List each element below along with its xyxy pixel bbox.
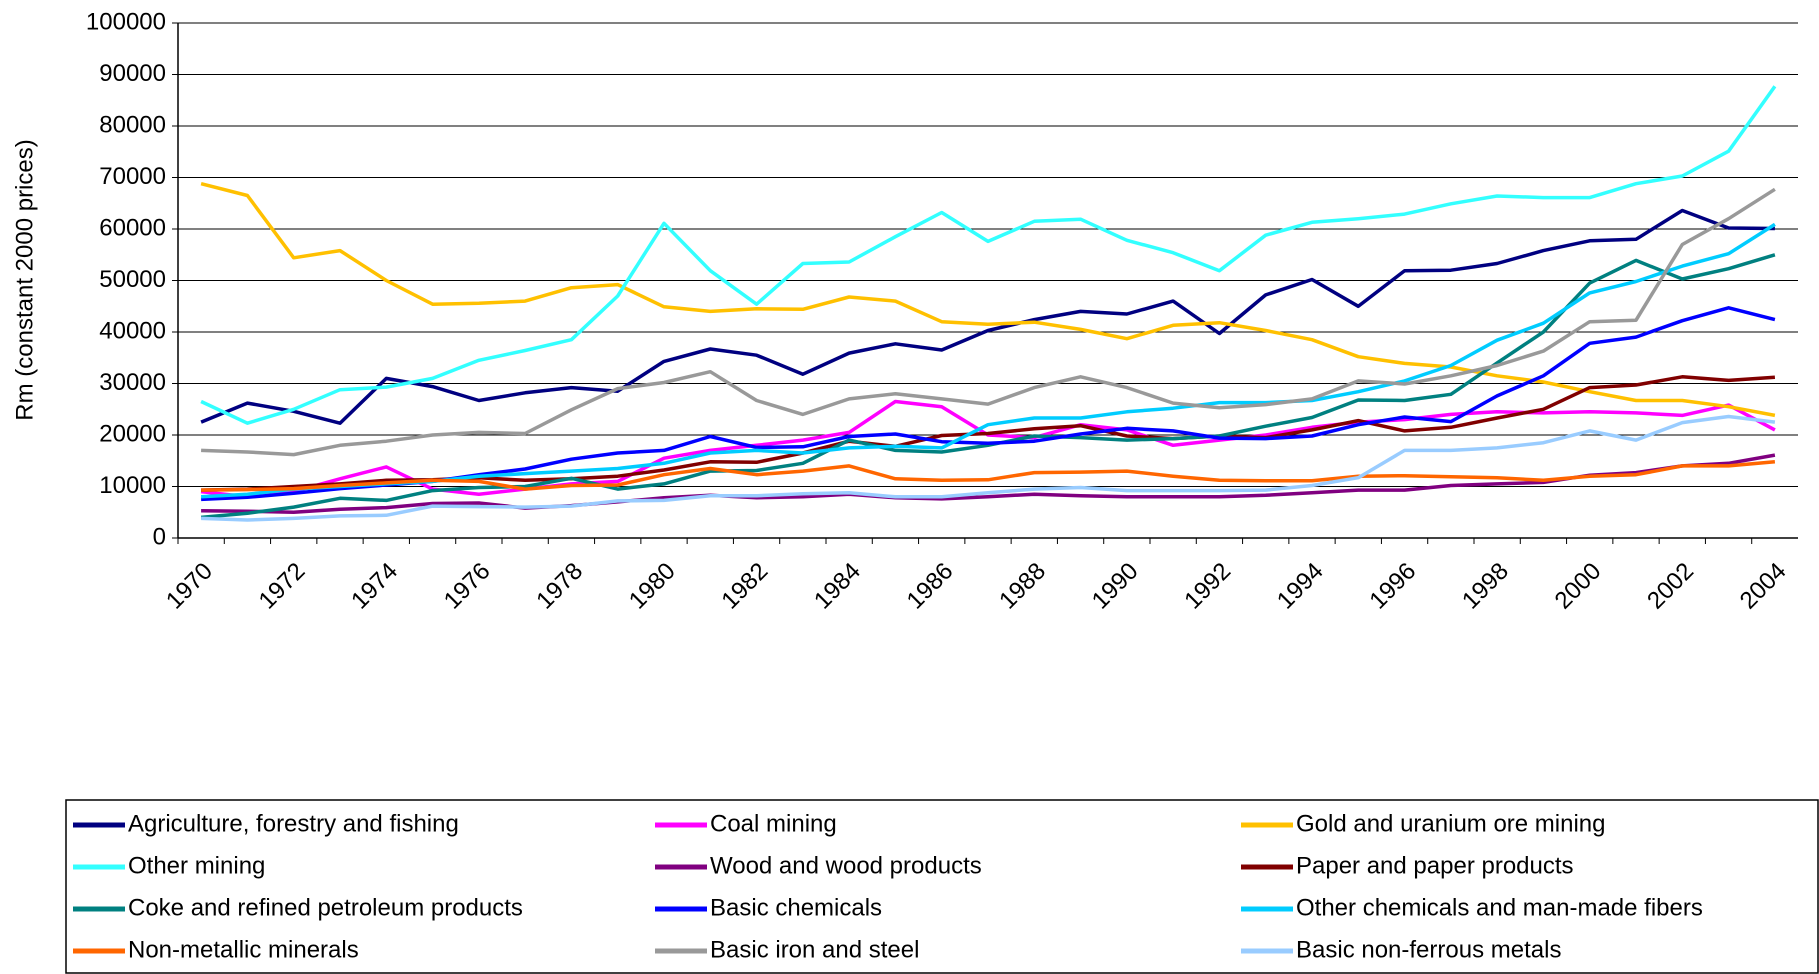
legend-label: Other chemicals and man-made fibers [1296,894,1703,921]
x-tick-label: 1972 [254,558,311,615]
x-tick-label: 1976 [439,558,496,615]
legend-label: Other mining [128,852,265,879]
x-tick-label: 1998 [1457,558,1514,615]
x-tick-label: 2002 [1642,558,1699,615]
y-tick-label: 90000 [99,60,166,87]
y-tick-label: 0 [153,523,166,550]
y-tick-label: 30000 [99,369,166,396]
legend-label: Basic iron and steel [710,936,919,963]
x-tick-label: 1974 [346,558,403,615]
line-series [200,208,1775,425]
x-tick-label: 1990 [1087,558,1144,615]
x-tick-label: 1994 [1272,558,1329,615]
legend-label: Gold and uranium ore mining [1296,810,1606,837]
y-tick-label: 40000 [99,317,166,344]
x-tick-label: 1978 [531,558,588,615]
line-series [200,253,1776,520]
legend-label: Coke and refined petroleum products [128,894,523,921]
line-series [201,187,1776,457]
y-tick-label: 100000 [86,8,166,35]
x-tick-label: 1982 [716,558,773,615]
line-series [201,453,1776,515]
y-axis-title: Rm (constant 2000 prices) [11,139,38,420]
legend-label: Basic chemicals [710,894,882,921]
x-tick-label: 1970 [161,558,218,615]
legend-label: Non-metallic minerals [128,936,359,963]
x-tick-label: 2004 [1735,558,1792,615]
y-tick-label: 80000 [99,111,166,138]
x-tick-label: 1988 [994,558,1051,615]
y-tick-label: 20000 [99,420,166,447]
legend-label: Agriculture, forestry and fishing [128,810,459,837]
y-tick-label: 10000 [99,472,166,499]
legend-label: Wood and wood products [710,852,982,879]
y-tick-label: 70000 [99,163,166,190]
legend-box [65,799,1819,974]
x-tick-label: 2000 [1550,558,1607,615]
line-series [201,222,1776,499]
y-tick-label: 60000 [99,214,166,241]
line-series [200,182,1776,418]
line-series [201,460,1776,492]
line-series [200,85,1777,425]
legend-label: Paper and paper products [1296,852,1574,879]
x-tick-label: 1996 [1364,558,1421,615]
x-tick-label: 1984 [809,558,866,615]
x-tick-label: 1992 [1179,558,1236,615]
x-tick-label: 1980 [624,558,681,615]
y-tick-label: 50000 [99,266,166,293]
x-tick-label: 1986 [902,558,959,615]
line-series [201,414,1776,522]
legend-label: Coal mining [710,810,837,837]
legend-label: Basic non-ferrous metals [1296,936,1561,963]
